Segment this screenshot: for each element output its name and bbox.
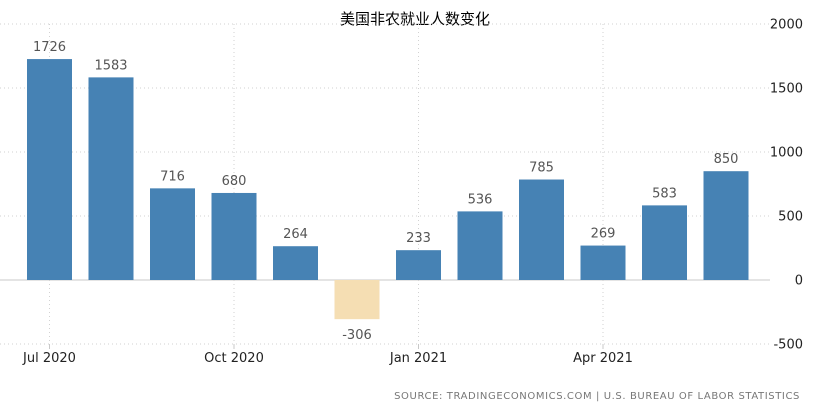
bar [334, 280, 380, 320]
bar [457, 211, 503, 280]
bar [580, 245, 626, 280]
data-label: 1726 [33, 40, 66, 55]
y-tick-label: 1000 [770, 146, 803, 161]
y-tick-label: -500 [773, 338, 803, 353]
data-label: 583 [652, 186, 677, 201]
data-label: 850 [714, 152, 739, 167]
data-label: -306 [342, 328, 372, 343]
y-tick-label: 0 [795, 274, 803, 289]
data-label: 264 [283, 227, 308, 242]
data-label: 680 [222, 174, 247, 189]
y-tick-label: 500 [778, 210, 803, 225]
data-label: 785 [529, 161, 554, 176]
chart-title: 美国非农就业人数变化 [340, 10, 490, 28]
x-tick-label: Apr 2021 [573, 351, 633, 366]
y-axis: 2000 1500 1000 500 0 -500 [770, 18, 803, 353]
data-label: 233 [406, 231, 431, 246]
y-tick-label: 2000 [770, 18, 803, 33]
data-label: 716 [160, 169, 185, 184]
bar [396, 250, 441, 280]
y-tick-label: 1500 [770, 82, 803, 97]
data-label: 536 [468, 192, 493, 207]
bar [703, 171, 749, 280]
data-labels: 1726 1583 716 680 264 -306 233 536 785 269 583 850 [33, 40, 738, 343]
bar [273, 246, 318, 280]
x-tick-label: Jan 2021 [389, 351, 447, 366]
data-label: 1583 [94, 58, 127, 73]
bars [27, 59, 749, 320]
bar [150, 188, 195, 280]
bar [642, 205, 687, 280]
x-tick-label: Oct 2020 [204, 351, 264, 366]
bar [88, 77, 134, 280]
data-label: 269 [591, 227, 616, 242]
x-tick-label: Jul 2020 [22, 351, 76, 366]
x-axis: Jul 2020 Oct 2020 Jan 2021 Apr 2021 [22, 344, 633, 366]
bar [211, 192, 257, 280]
bar [27, 59, 72, 281]
source-note: SOURCE: TRADINGECONOMICS.COM | U.S. BURE… [394, 391, 800, 402]
bar [519, 179, 564, 280]
